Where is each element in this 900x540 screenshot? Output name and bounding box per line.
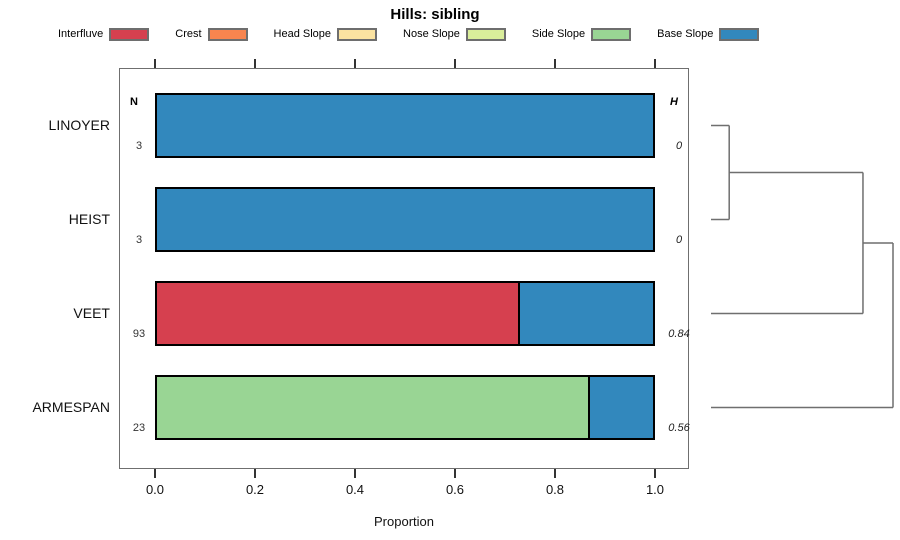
row-label-veet: VEET xyxy=(73,304,110,321)
bar-segment-armespan-side-slope xyxy=(155,375,590,440)
x-axis-tick-bottom xyxy=(454,469,456,478)
legend-item-side-slope: Side Slope xyxy=(531,27,632,41)
h-value-armespan: 0.56 xyxy=(668,422,690,434)
n-value-heist: 3 xyxy=(135,234,143,246)
x-axis-label: Proportion xyxy=(374,514,434,529)
legend-item-head-slope: Head Slope xyxy=(273,27,378,41)
legend-swatch-interfluve xyxy=(109,27,150,41)
x-axis-tick-top xyxy=(554,59,556,68)
legend-label: Base Slope xyxy=(657,28,714,40)
bar-heist xyxy=(155,187,655,252)
x-axis-tick-top xyxy=(654,59,656,68)
legend-swatch-crest xyxy=(207,27,248,41)
legend-item-interfluve: Interfluve xyxy=(58,27,150,41)
x-axis-tick-top xyxy=(354,59,356,68)
n-value-armespan: 23 xyxy=(132,422,146,434)
x-axis-tick-top xyxy=(454,59,456,68)
legend-label: Head Slope xyxy=(273,28,332,40)
x-axis-tick-label: 0.4 xyxy=(345,482,365,497)
n-value-veet: 93 xyxy=(132,328,146,340)
x-axis-tick-label: 0.8 xyxy=(545,482,565,497)
bar-segment-veet-interfluve xyxy=(155,281,520,346)
legend-item-nose-slope: Nose Slope xyxy=(403,27,506,41)
x-axis-tick-top xyxy=(154,59,156,68)
bar-segment-linoyer-base-slope xyxy=(155,93,655,158)
row-label-heist: HEIST xyxy=(68,210,110,227)
legend-label: Interfluve xyxy=(58,28,104,40)
h-value-heist: 0 xyxy=(675,234,683,246)
legend-item-base-slope: Base Slope xyxy=(657,27,760,41)
h-value-linoyer: 0 xyxy=(675,140,683,152)
bar-linoyer xyxy=(155,93,655,158)
x-axis-tick-label: 0.6 xyxy=(445,482,465,497)
h-column-header: H xyxy=(670,96,678,108)
legend-label: Side Slope xyxy=(531,28,586,40)
row-label-linoyer: LINOYER xyxy=(48,116,110,133)
x-axis-tick-bottom xyxy=(254,469,256,478)
x-axis-tick-bottom xyxy=(154,469,156,478)
x-axis-tick-bottom xyxy=(654,469,656,478)
n-value-linoyer: 3 xyxy=(135,140,143,152)
bar-segment-heist-base-slope xyxy=(155,187,655,252)
x-axis-tick-label: 0.0 xyxy=(145,482,165,497)
x-axis-tick-label: 0.2 xyxy=(245,482,265,497)
legend-swatch-side-slope xyxy=(591,27,632,41)
legend-swatch-nose-slope xyxy=(465,27,506,41)
x-axis-tick-bottom xyxy=(554,469,556,478)
legend-label: Nose Slope xyxy=(403,28,460,40)
bar-segment-veet-base-slope xyxy=(520,281,655,346)
legend: Interfluve Crest Head Slope Nose Slope Side … xyxy=(58,26,785,42)
legend-swatch-base-slope xyxy=(719,27,760,41)
h-value-veet: 0.84 xyxy=(668,328,690,340)
bar-segment-armespan-base-slope xyxy=(590,375,655,440)
row-label-armespan: ARMESPAN xyxy=(32,398,110,415)
legend-item-crest: Crest xyxy=(175,27,248,41)
x-axis-tick-label: 1.0 xyxy=(645,482,665,497)
bar-armespan xyxy=(155,375,655,440)
n-column-header: N xyxy=(130,96,138,108)
legend-label: Crest xyxy=(175,28,202,40)
x-axis-tick-top xyxy=(254,59,256,68)
legend-swatch-head-slope xyxy=(337,27,378,41)
bar-veet xyxy=(155,281,655,346)
chart-title: Hills: sibling xyxy=(390,6,480,23)
x-axis-tick-bottom xyxy=(354,469,356,478)
